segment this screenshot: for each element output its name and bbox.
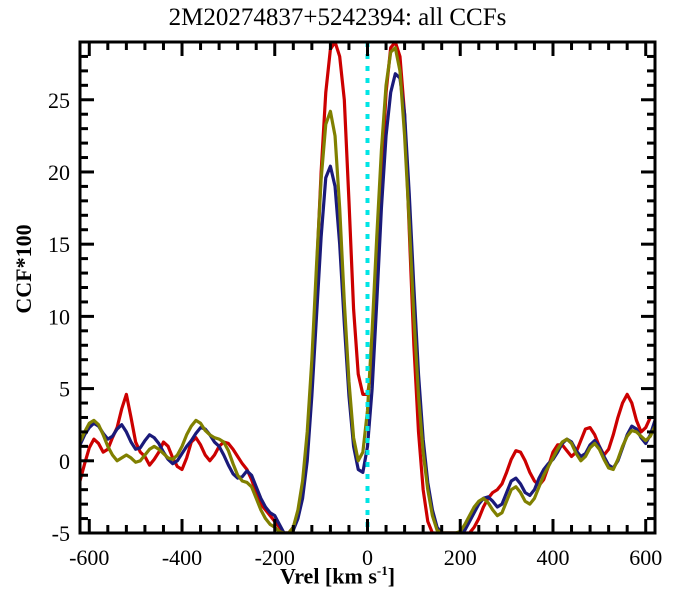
y-tick-label: 25 xyxy=(48,88,70,113)
x-tick-label: 0 xyxy=(362,545,373,570)
axis-tick-labels: -600 -400 -200 0 200 400 600 -5 0 5 10 15 20 25 xyxy=(48,88,662,570)
y-tick-label: 20 xyxy=(48,160,70,185)
ccf-curve xyxy=(80,46,655,533)
x-tick-label: -200 xyxy=(255,545,295,570)
y-tick-label: 10 xyxy=(48,304,70,329)
plot-frame xyxy=(78,40,657,535)
x-tick-label: -600 xyxy=(69,545,109,570)
x-axis-label-main: Vrel [km s xyxy=(279,563,377,589)
data-curves xyxy=(80,42,655,533)
x-tick-label: 200 xyxy=(444,545,477,570)
x-axis-label-tail: ] xyxy=(387,563,396,589)
x-axis-label: Vrel [km s-1] xyxy=(0,563,675,589)
y-tick-label: 15 xyxy=(48,232,70,257)
x-tick-label: 600 xyxy=(629,545,662,570)
x-tick-label: 400 xyxy=(536,545,569,570)
page-title: 2M20274837+5242394: all CCFs xyxy=(168,4,507,31)
x-tick-label: -400 xyxy=(162,545,202,570)
x-axis-label-exponent: -1 xyxy=(376,563,388,578)
y-tick-label: 0 xyxy=(59,449,70,474)
y-tick-label: -5 xyxy=(52,521,70,546)
y-tick-label: 5 xyxy=(59,377,70,402)
